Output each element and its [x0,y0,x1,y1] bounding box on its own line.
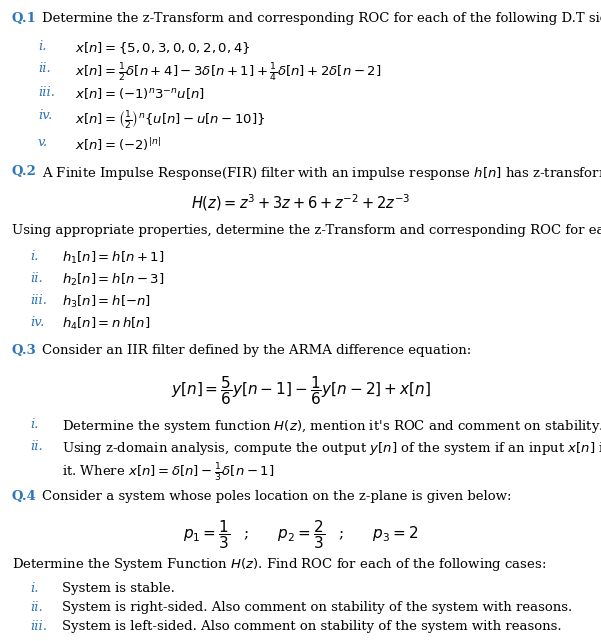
Text: iii.: iii. [38,86,55,99]
Text: ii.: ii. [30,601,43,614]
Text: Consider a system whose poles location on the z-plane is given below:: Consider a system whose poles location o… [42,490,511,503]
Text: Consider an IIR filter defined by the ARMA difference equation:: Consider an IIR filter defined by the AR… [42,344,471,357]
Text: System is right-sided. Also comment on stability of the system with reasons.: System is right-sided. Also comment on s… [62,601,572,614]
Text: ii.: ii. [30,440,43,453]
Text: $H(z) = z^3 + 3z + 6 + z^{-2} + 2z^{-3}$: $H(z) = z^3 + 3z + 6 + z^{-2} + 2z^{-3}$ [191,192,410,213]
Text: iv.: iv. [38,109,52,122]
Text: Q.3: Q.3 [12,344,37,357]
Text: $h_1[n] = h[n+1]$: $h_1[n] = h[n+1]$ [62,250,165,266]
Text: $x[n] = \left(\frac{1}{2}\right)^n \{ u[n] - u[n-10] \}$: $x[n] = \left(\frac{1}{2}\right)^n \{ u[… [75,109,265,131]
Text: $h_3[n] = h[-n]$: $h_3[n] = h[-n]$ [62,294,151,310]
Text: $h_2[n] = h[n-3]$: $h_2[n] = h[n-3]$ [62,272,165,288]
Text: Using z-domain analysis, compute the output $y[n]$ of the system if an input $x[: Using z-domain analysis, compute the out… [62,440,601,457]
Text: i.: i. [38,40,46,53]
Text: Q.4: Q.4 [12,490,37,503]
Text: iv.: iv. [30,316,44,329]
Text: iii.: iii. [30,294,47,307]
Text: Determine the z-Transform and corresponding ROC for each of the following D.T si: Determine the z-Transform and correspond… [42,12,601,25]
Text: $p_1 = \dfrac{1}{3}\;\;$ ;   $\quad p_2 = \dfrac{2}{3}\;\;$ ;   $\quad p_3 = 2$: $p_1 = \dfrac{1}{3}\;\;$ ; $\quad p_2 = … [183,518,419,551]
Text: v.: v. [38,136,48,149]
Text: $x[n] = (-2)^{|n|}$: $x[n] = (-2)^{|n|}$ [75,136,161,153]
Text: it. Where $x[n] = \delta[n] - \frac{1}{3}\delta[n-1]$: it. Where $x[n] = \delta[n] - \frac{1}{3… [62,462,275,484]
Text: Q.2: Q.2 [12,165,37,178]
Text: i.: i. [30,582,38,595]
Text: A Finite Impulse Response(FIR) filter with an impulse response $h[n]$ has z-tran: A Finite Impulse Response(FIR) filter wi… [42,165,601,182]
Text: ii.: ii. [38,62,50,75]
Text: $y[n] = \dfrac{5}{6}y[n-1] - \dfrac{1}{6}y[n-2] + x[n]$: $y[n] = \dfrac{5}{6}y[n-1] - \dfrac{1}{6… [171,374,431,407]
Text: System is stable.: System is stable. [62,582,175,595]
Text: i.: i. [30,250,38,263]
Text: Q.1: Q.1 [12,12,37,25]
Text: System is left-sided. Also comment on stability of the system with reasons.: System is left-sided. Also comment on st… [62,620,561,633]
Text: $x[n] = \frac{1}{2}\delta[n+4] - 3\delta[n+1] + \frac{1}{4}\delta[n] + 2\delta[n: $x[n] = \frac{1}{2}\delta[n+4] - 3\delta… [75,62,382,84]
Text: Using appropriate properties, determine the z-Transform and corresponding ROC fo: Using appropriate properties, determine … [12,224,601,237]
Text: $h_4[n] = n\, h[n]$: $h_4[n] = n\, h[n]$ [62,316,150,332]
Text: Determine the System Function $H(z)$. Find ROC for each of the following cases:: Determine the System Function $H(z)$. Fi… [12,556,546,573]
Text: $x[n] = \{5, 0, 3, 0, 0, 2, 0, 4\}$: $x[n] = \{5, 0, 3, 0, 0, 2, 0, 4\}$ [75,40,251,56]
Text: i.: i. [30,418,38,431]
Text: Determine the system function $H(z)$, mention it's ROC and comment on stability.: Determine the system function $H(z)$, me… [62,418,601,435]
Text: $x[n] = (-1)^n 3^{-n} u[n]$: $x[n] = (-1)^n 3^{-n} u[n]$ [75,86,205,101]
Text: iii.: iii. [30,620,47,633]
Text: ii.: ii. [30,272,43,285]
